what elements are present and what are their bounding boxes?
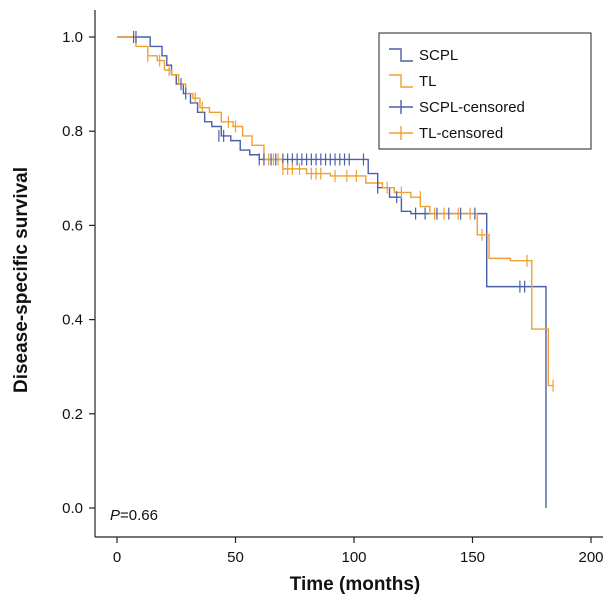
legend-items: SCPL TL SCPL-censored TL-censored [389,47,525,142]
x-tick-label: 200 [578,549,603,566]
legend-box [378,32,592,150]
y-tick-label: 0.4 [62,312,83,329]
legend-label: SCPL [419,47,458,64]
p-value-symbol: P [110,507,120,524]
y-tick-label: 0.0 [62,500,83,517]
legend: SCPL TL SCPL-censored TL-censored [378,32,592,150]
survival-curves [117,36,554,508]
legend-swatch [389,100,413,114]
series-tl-line [117,36,554,387]
legend-label: SCPL-censored [419,99,525,116]
y-axis-ticks: 0.0 0.2 0.4 0.6 0.8 1.0 [62,29,95,517]
y-tick-label: 0.2 [62,406,83,423]
x-axis-ticks: 0 50 100 150 200 [113,537,603,566]
y-axis-title: Disease-specific survival [11,167,32,393]
y-tick-label: 0.8 [62,123,83,140]
legend-swatch [389,48,413,62]
p-value-annotation: P=0.66 [110,507,158,524]
legend-swatch [389,126,413,140]
y-tick-label: 1.0 [62,29,83,46]
x-tick-label: 150 [460,549,485,566]
p-value-text: =0.66 [120,507,158,524]
censor-marks [132,31,554,392]
legend-label: TL-censored [419,125,503,142]
y-tick-label: 0.6 [62,217,83,234]
x-tick-label: 0 [113,549,121,566]
x-axis-title: Time (months) [290,574,421,595]
x-tick-label: 100 [341,549,366,566]
series-scpl-line [117,36,547,508]
x-tick-label: 50 [227,549,244,566]
legend-swatch [389,74,413,88]
legend-label: TL [419,73,437,90]
